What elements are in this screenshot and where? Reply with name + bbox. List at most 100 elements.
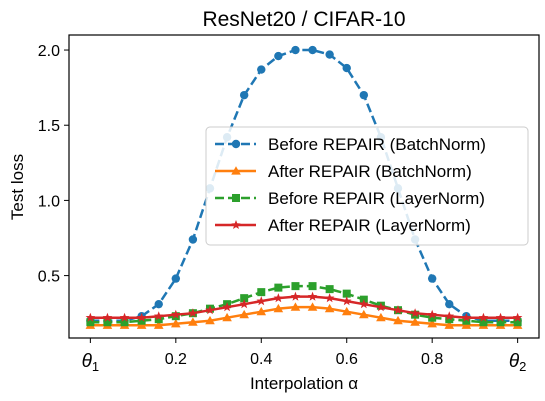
data-point [119,312,130,322]
data-point [274,51,283,61]
data-point [342,63,351,73]
data-point [188,235,198,244]
legend-label: Before REPAIR (BatchNorm) [268,135,486,154]
data-point [85,312,96,322]
data-point [256,296,267,306]
data-point [325,50,334,59]
data-point [137,316,146,325]
data-point [444,320,455,329]
data-point [153,311,164,321]
x-tick-label: 0.2 [165,351,187,368]
data-point [427,318,437,328]
x-tick-label: 0.8 [421,351,443,368]
data-point [222,312,232,322]
data-point [513,318,522,327]
data-point [495,312,506,322]
data-point [427,309,437,319]
data-point [307,291,318,301]
data-point [256,306,267,316]
data-point [153,320,164,329]
legend: Before REPAIR (BatchNorm) After REPAIR (B… [205,126,529,246]
data-point [512,312,523,322]
data-point [240,294,249,303]
data-point [461,312,472,322]
series-line [90,305,518,327]
data-point [479,318,488,327]
data-point [342,289,351,298]
legend-entry: After REPAIR (BatchNorm) [215,162,472,181]
data-point [205,315,215,325]
axes-frame [68,34,540,339]
data-point [103,318,112,327]
data-point [478,312,489,322]
y-tick-label: 0.5 [38,269,60,286]
data-point [273,303,284,313]
data-point [290,291,301,301]
data-point [291,282,300,291]
data-point [376,312,386,322]
data-point [341,306,352,316]
data-point [410,317,420,326]
data-point [359,309,369,319]
data-point [222,302,232,312]
y-tick-label: 1.0 [38,193,60,210]
data-point [359,90,369,100]
y-tick-label: 1.5 [38,118,60,135]
data-point [273,293,284,303]
legend-entry: Before REPAIR (LayerNorm) [215,189,485,208]
data-point [359,299,369,309]
legend-label: After REPAIR (BatchNorm) [268,162,472,181]
data-point [445,299,454,309]
data-point [325,285,334,294]
data-point [154,315,163,324]
data-point [308,45,317,55]
x-axis-label: Interpolation α [250,374,358,393]
data-point [307,302,318,311]
legend-entry: Before REPAIR (BatchNorm) [215,135,486,154]
data-point [462,316,471,325]
legend-marker [231,220,241,230]
data-point [102,312,113,322]
x-tick-label: 0.6 [336,351,358,368]
data-point [205,305,215,315]
x-tick-label: 0.4 [250,351,272,368]
legend-label: After REPAIR (LayerNorm) [268,216,471,235]
legend-marker [232,194,240,202]
data-point [410,308,420,318]
plot-area [85,45,523,329]
legend-label: Before REPAIR (LayerNorm) [268,189,485,208]
data-point [239,90,249,100]
data-point [445,315,454,324]
legend-box [205,126,529,246]
data-point [444,311,455,321]
data-point [393,315,403,325]
data-point [290,302,301,311]
data-point [171,274,181,283]
data-point [136,312,147,322]
data-point [324,293,335,303]
chart-title: ResNet20 / CIFAR-10 [202,8,405,31]
data-point [496,318,505,327]
data-point [257,65,266,74]
data-point [86,318,95,327]
data-point [239,309,249,319]
legend-entry: After REPAIR (LayerNorm) [215,216,471,235]
data-point [239,299,249,309]
data-point [188,308,198,318]
data-point [427,274,437,283]
data-point [188,317,198,326]
legend-marker [231,139,241,149]
series-red [85,291,523,322]
data-point [308,282,317,291]
data-point [171,309,181,319]
data-point [154,299,163,309]
data-point [291,45,300,55]
data-point [393,305,403,315]
y-tick-label: 2.0 [38,43,60,60]
data-point [428,313,437,322]
y-axis-label: Test loss [8,154,27,220]
data-point [324,303,335,313]
data-point [120,318,129,327]
data-point [171,318,181,328]
